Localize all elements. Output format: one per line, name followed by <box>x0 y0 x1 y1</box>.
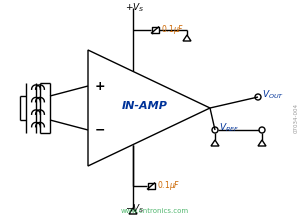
Text: $0.1\mu F$: $0.1\mu F$ <box>161 22 185 36</box>
Text: $-V_S$: $-V_S$ <box>125 203 145 215</box>
Text: IN-AMP: IN-AMP <box>122 101 168 111</box>
Text: +: + <box>95 80 105 92</box>
Text: $V_{OUT}$: $V_{OUT}$ <box>262 89 284 101</box>
Text: 07034-004: 07034-004 <box>294 103 299 133</box>
Text: −: − <box>95 124 105 136</box>
Text: $0.1\mu F$: $0.1\mu F$ <box>157 179 180 191</box>
Text: $+V_S$: $+V_S$ <box>125 2 145 15</box>
Text: www.cntronics.com: www.cntronics.com <box>121 208 189 214</box>
Text: $V_{REF}$: $V_{REF}$ <box>219 122 239 134</box>
